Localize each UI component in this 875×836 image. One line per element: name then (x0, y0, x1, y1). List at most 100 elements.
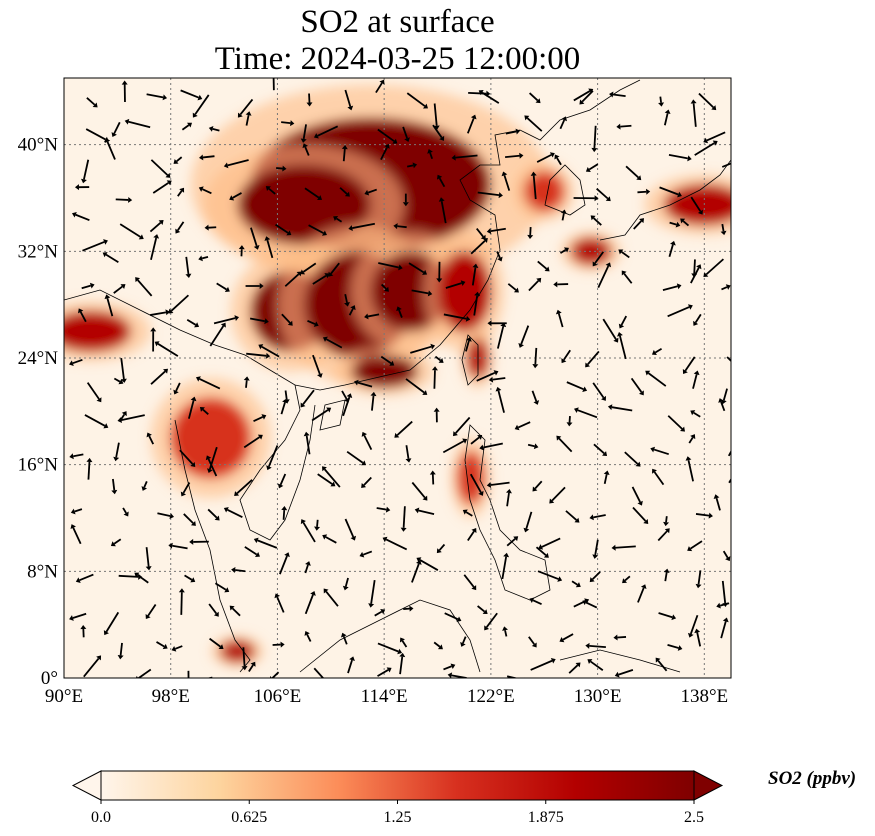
wind-arrow-head (146, 432, 152, 438)
wind-arrow-head (237, 112, 243, 118)
wind-arrow-shaft (342, 636, 348, 645)
wind-arrow (602, 318, 619, 343)
wind-arrow (312, 273, 330, 285)
wind-arrow-head (238, 245, 245, 250)
wind-arrow (505, 488, 512, 507)
wind-arrow-shaft (563, 349, 571, 361)
wind-arrow-shaft (532, 175, 537, 200)
wind-arrow (477, 605, 488, 615)
wind-arrow (75, 573, 94, 583)
wind-arrow (347, 656, 355, 674)
wind-arrow-shaft (722, 550, 729, 559)
wind-arrow (121, 80, 128, 103)
wind-arrow (113, 442, 120, 462)
wind-arrow-shaft (325, 536, 337, 544)
wind-arrow-shaft (145, 547, 150, 567)
wind-arrow (568, 662, 581, 674)
wind-arrow-shaft (317, 473, 333, 485)
wind-arrow (406, 162, 418, 169)
wind-arrow-head (478, 490, 484, 496)
wind-arrow (229, 605, 241, 617)
wind-arrow (537, 570, 563, 582)
wind-arrow-shaft (362, 550, 373, 556)
wind-arrow-head (470, 114, 477, 120)
wind-arrow-head (643, 519, 649, 524)
wind-arrow-shaft (528, 636, 535, 645)
wind-arrow (505, 152, 524, 159)
wind-arrow-shaft (253, 416, 264, 422)
colorbar-tick-label: 1.875 (528, 809, 564, 826)
wind-arrow-head (173, 389, 179, 395)
wind-arrow-shaft (81, 284, 91, 290)
wind-arrow-head (740, 195, 745, 200)
wind-arrow-shaft (630, 377, 643, 393)
wind-arrow-shaft (429, 152, 434, 160)
wind-arrow-head (550, 657, 556, 664)
wind-arrow-shaft (174, 645, 183, 650)
wind-arrow-shaft (663, 113, 669, 126)
wind-arrow-shaft (721, 162, 731, 168)
wind-arrow-head (207, 468, 213, 474)
wind-arrow-head (711, 105, 717, 111)
wind-arrow (86, 457, 93, 480)
wind-arrow-head (720, 230, 727, 236)
wind-arrow-shaft (664, 572, 668, 582)
wind-arrow (300, 124, 307, 143)
wind-arrow-shaft (443, 313, 467, 320)
wind-arrow (209, 322, 226, 347)
wind-arrow-head (575, 662, 581, 668)
wind-arrow-head (265, 352, 271, 359)
wind-arrow-head (621, 270, 627, 276)
wind-arrow-shaft (402, 506, 406, 528)
wind-arrow (178, 588, 185, 615)
wind-arrow (693, 313, 702, 326)
wind-arrow (304, 187, 323, 201)
wind-arrow-head (168, 308, 174, 314)
wind-arrow-shaft (588, 163, 599, 171)
wind-arrow-head (326, 682, 331, 687)
wind-arrow-shaft (214, 582, 227, 591)
wind-arrow-head (386, 667, 392, 673)
wind-arrow (726, 356, 731, 363)
wind-arrow-head (190, 577, 196, 583)
wind-arrow (713, 494, 721, 511)
wind-arrow (732, 679, 743, 694)
wind-arrow (433, 641, 443, 650)
wind-arrow-shaft (248, 664, 254, 673)
wind-arrow-head (305, 561, 311, 566)
wind-arrow-shaft (268, 445, 279, 467)
wind-arrow-shaft (647, 372, 667, 387)
wind-arrow-head (462, 509, 468, 515)
wind-arrow-head (286, 230, 292, 236)
wind-arrow-head (243, 376, 250, 381)
wind-arrow-shaft (501, 556, 508, 580)
wind-arrow-head (422, 103, 428, 109)
wind-arrow (361, 431, 373, 451)
wind-arrow (663, 568, 670, 582)
wind-arrow (535, 546, 549, 558)
wind-arrow-head (693, 320, 699, 326)
wind-arrow-shaft (106, 298, 114, 317)
wind-arrow-shaft (120, 358, 125, 380)
wind-arrow (502, 626, 508, 637)
wind-arrow-head (120, 378, 127, 383)
wind-arrow-head (605, 262, 612, 268)
wind-arrow (208, 603, 219, 617)
wind-arrow-shaft (115, 198, 129, 201)
wind-arrow-head (471, 528, 477, 534)
wind-arrow-shaft (119, 642, 123, 656)
wind-arrow-head (264, 236, 271, 241)
wind-arrow-shaft (682, 220, 690, 227)
wind-arrow-shaft (83, 657, 100, 678)
wind-arrow-head (190, 396, 197, 402)
wind-arrow-shaft (202, 188, 212, 195)
wind-arrow (272, 78, 275, 91)
wind-arrow-head (165, 172, 171, 178)
wind-arrow (554, 154, 562, 166)
wind-arrow (234, 479, 253, 496)
wind-arrow-shaft (367, 313, 380, 318)
wind-arrow (688, 434, 696, 444)
wind-arrow (303, 431, 311, 455)
wind-arrow-shaft (266, 239, 274, 259)
wind-arrow-shaft (525, 511, 533, 529)
